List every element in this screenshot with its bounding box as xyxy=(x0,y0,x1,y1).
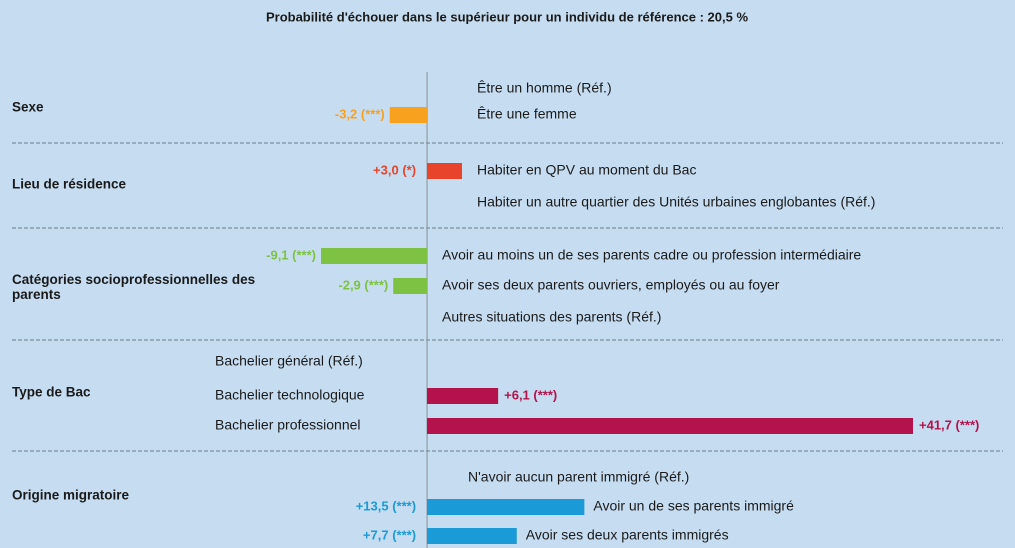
value-label: +6,1 (***) xyxy=(504,387,557,402)
category-label: Avoir un de ses parents immigré xyxy=(593,498,794,514)
group-name: Sexe xyxy=(12,99,44,115)
bar xyxy=(427,499,585,515)
bar xyxy=(427,388,499,404)
category-label: Avoir ses deux parents immigrés xyxy=(526,527,729,543)
value-label: +13,5 (***) xyxy=(356,498,416,513)
bar xyxy=(427,418,913,434)
value-label: -3,2 (***) xyxy=(335,106,385,121)
category-label: Habiter un autre quartier des Unités urb… xyxy=(477,194,875,210)
separators xyxy=(12,142,1003,452)
category-label: Bachelier technologique xyxy=(215,387,365,403)
group-name: Lieu de résidence xyxy=(12,176,127,192)
category-label: N'avoir aucun parent immigré (Réf.) xyxy=(468,469,689,485)
bar xyxy=(427,528,517,544)
bar xyxy=(321,248,428,264)
group-name: Catégories socioprofessionnelles des par… xyxy=(12,272,256,302)
value-label: +41,7 (***) xyxy=(919,417,979,432)
value-label: +3,0 (*) xyxy=(373,162,416,177)
value-label: -2,9 (***) xyxy=(338,277,388,292)
category-label: Être une femme xyxy=(477,106,577,122)
value-label: +7,7 (***) xyxy=(363,527,416,542)
value-label: -9,1 (***) xyxy=(266,247,316,262)
bar xyxy=(393,278,428,294)
category-label: Avoir ses deux parents ouvriers, employé… xyxy=(442,277,780,293)
category-label: Habiter en QPV au moment du Bac xyxy=(477,162,696,178)
category-label: Bachelier professionnel xyxy=(215,417,361,433)
category-label: Avoir au moins un de ses parents cadre o… xyxy=(442,247,861,263)
category-label: Être un homme (Réf.) xyxy=(477,80,612,96)
chart-title: Probabilité d'échouer dans le supérieur … xyxy=(266,9,748,24)
bar xyxy=(389,107,428,123)
group-name: Origine migratoire xyxy=(12,487,130,503)
bar xyxy=(427,163,463,179)
group-name: Type de Bac xyxy=(12,384,91,400)
category-label: Autres situations des parents (Réf.) xyxy=(442,309,661,325)
category-label: Bachelier général (Réf.) xyxy=(215,353,363,369)
